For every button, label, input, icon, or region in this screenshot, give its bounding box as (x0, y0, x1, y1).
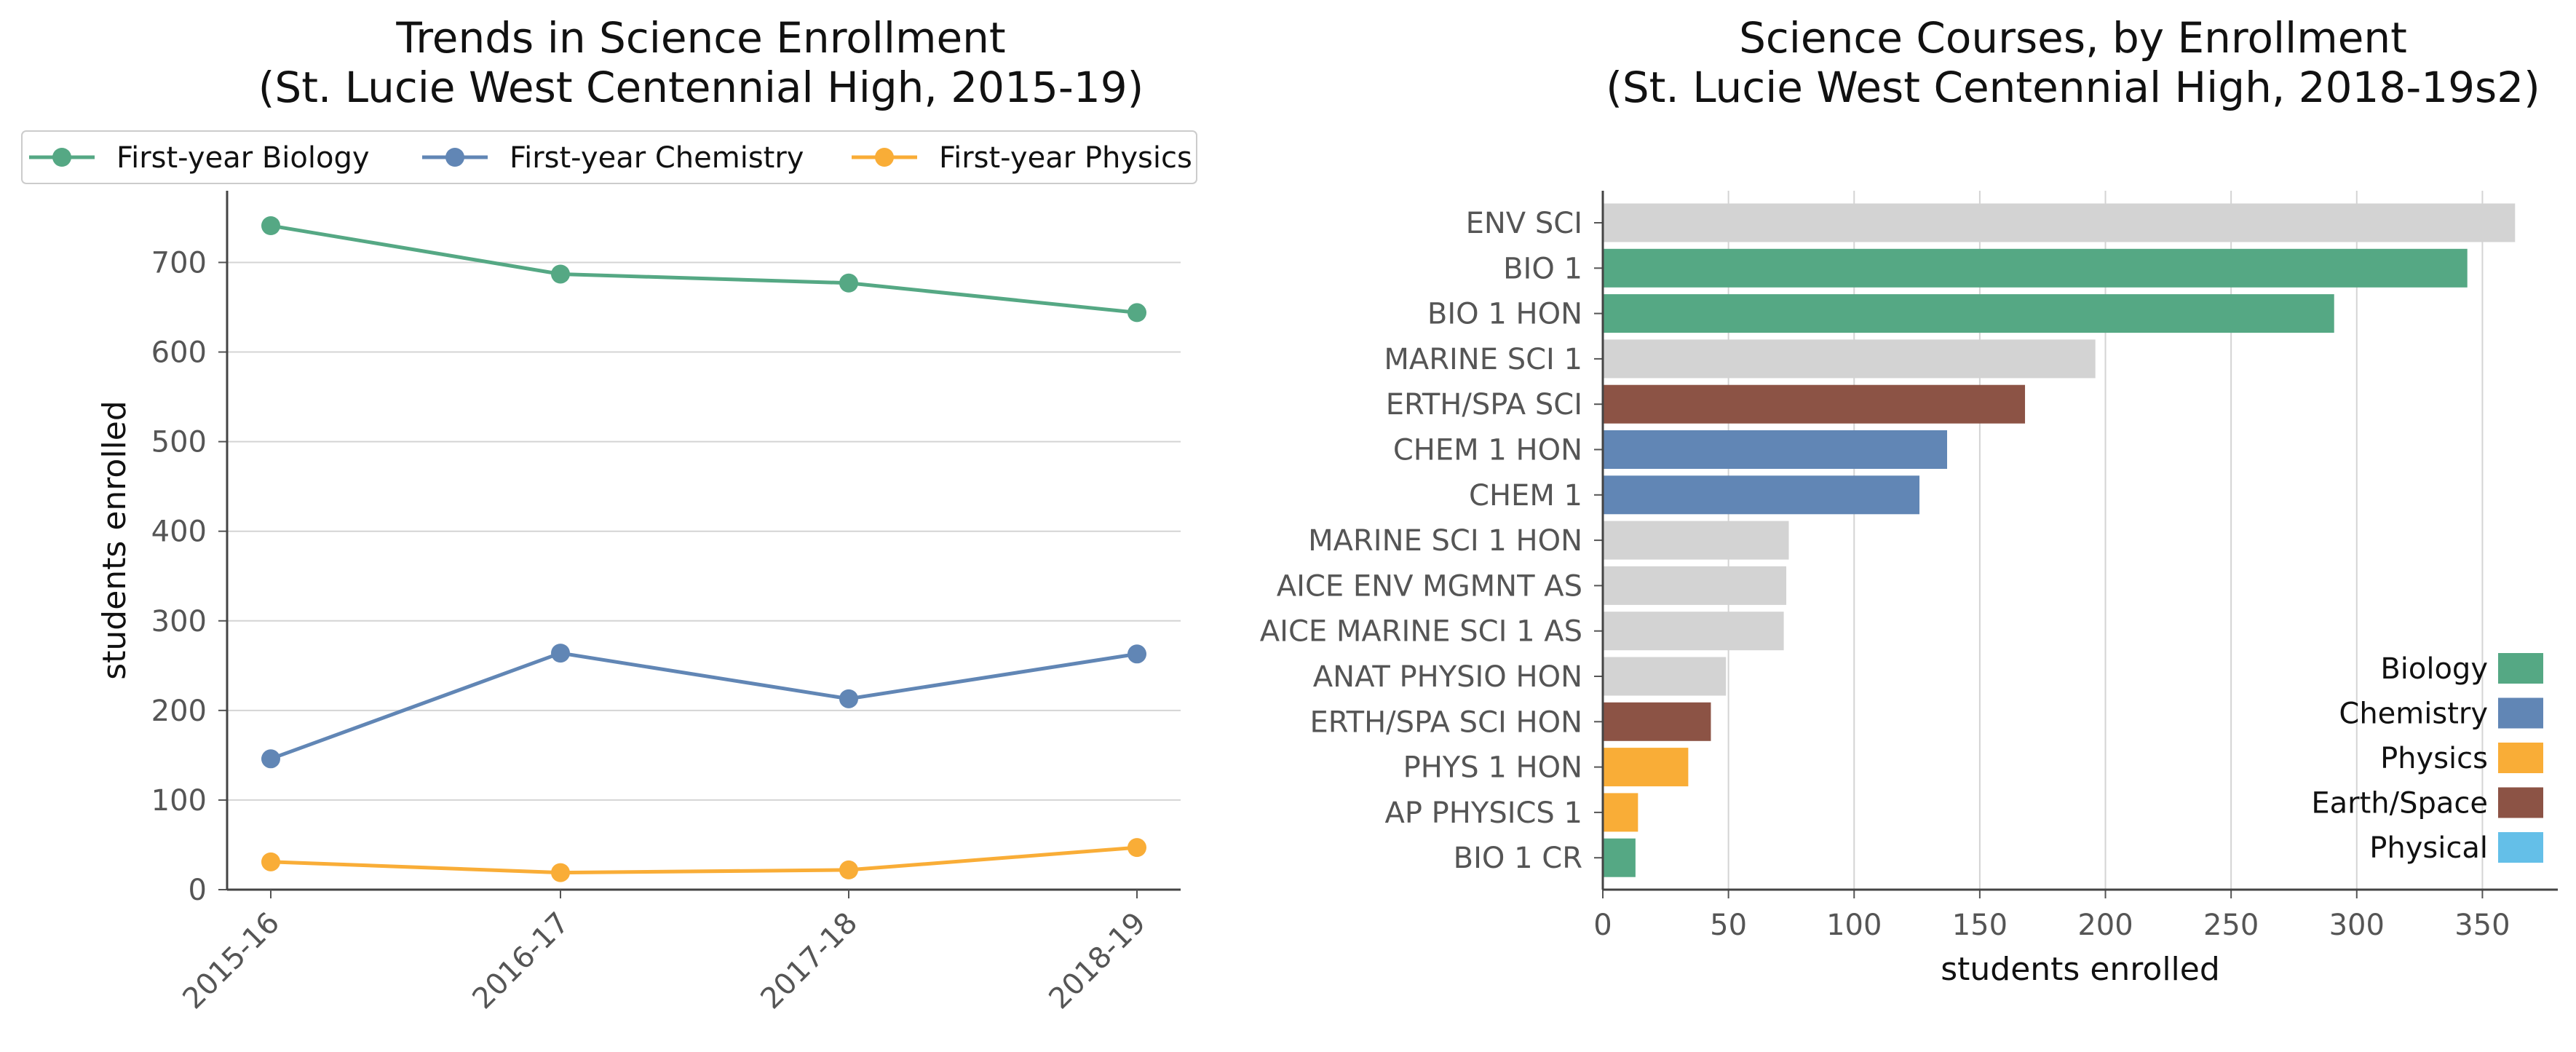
y-tick-label: 300 (151, 605, 207, 638)
x-tick-label: 300 (2329, 909, 2385, 942)
legend-label-earth-space: Earth/Space (2311, 787, 2488, 820)
courses-enrollment-bar-chart: Science Courses, by Enrollment(St. Lucie… (1260, 13, 2558, 988)
bar-label-chem-1: CHEM 1 (1469, 479, 1582, 513)
bar-label-marine-sci-1-hon: MARINE SCI 1 HON (1308, 524, 1582, 558)
bar-bio-1-cr (1603, 838, 1636, 877)
data-point-first-year-chemistry (261, 749, 280, 769)
bar-bio-1-hon (1603, 294, 2334, 333)
bar-erth-spa-sci-hon (1603, 702, 1711, 741)
x-tick-label: 2017-18 (754, 906, 864, 1016)
bar-label-erth-spa-sci-hon: ERTH/SPA SCI HON (1310, 705, 1583, 739)
data-point-first-year-biology (1128, 303, 1146, 323)
chart-title-line: (St. Lucie West Centennial High, 2015-19… (258, 63, 1144, 112)
legend-label-physics: Physics (2380, 742, 2488, 775)
legend-swatch-physics (2498, 743, 2543, 773)
data-point-first-year-biology (839, 273, 858, 293)
chart-title-line: Science Courses, by Enrollment (1739, 13, 2407, 63)
bar-env-sci (1603, 203, 2516, 242)
data-point-first-year-biology (551, 264, 570, 284)
data-point-first-year-chemistry (551, 644, 570, 663)
series-line-first-year-biology (270, 224, 1138, 315)
y-tick-label: 600 (151, 336, 207, 370)
y-tick-label: 500 (151, 426, 207, 459)
bar-marine-sci-1 (1603, 339, 2096, 379)
legend-swatch-earth-space (2498, 787, 2543, 818)
data-point-first-year-biology (261, 216, 280, 235)
data-point-first-year-physics (261, 852, 280, 871)
x-axis-label: students enrolled (1941, 951, 2220, 988)
legend-label-physical: Physical (2369, 831, 2488, 865)
y-tick-label: 700 (151, 246, 207, 280)
legend-swatch-physical (2498, 832, 2543, 863)
bar-label-chem-1-hon: CHEM 1 HON (1393, 434, 1582, 467)
x-tick-label: 100 (1826, 909, 1882, 942)
legend-marker-first-year-physics (875, 148, 894, 167)
bar-aice-marine-sci-1-as (1603, 612, 1784, 651)
bar-label-bio-1-hon: BIO 1 HON (1427, 298, 1582, 331)
enrollment-trends-line-chart: Trends in Science Enrollment(St. Lucie W… (21, 13, 1197, 1016)
legend-swatch-chemistry (2498, 697, 2543, 729)
bar-label-aice-marine-sci-1-as: AICE MARINE SCI 1 AS (1260, 615, 1582, 649)
x-tick-label: 200 (2077, 909, 2133, 942)
bar-label-bio-1-cr: BIO 1 CR (1454, 842, 1582, 875)
y-tick-label: 400 (151, 515, 207, 549)
y-tick-label: 0 (189, 874, 207, 907)
bar-bio-1 (1603, 248, 2468, 288)
bar-chem-1 (1603, 475, 1920, 515)
x-tick-label: 2015-16 (176, 906, 286, 1016)
chart-title-line: (St. Lucie West Centennial High, 2018-19… (1606, 63, 2540, 112)
legend-marker-first-year-biology (52, 148, 71, 167)
x-tick-label: 150 (1952, 909, 2008, 942)
bar-label-ap-physics-1: AP PHYSICS 1 (1384, 796, 1582, 830)
data-point-first-year-physics (551, 863, 570, 882)
bar-erth-spa-sci (1603, 384, 2026, 424)
bar-ap-physics-1 (1603, 793, 1638, 832)
legend-label-first-year-biology: First-year Biology (116, 141, 370, 175)
data-point-first-year-physics (1128, 838, 1146, 858)
legend-box (21, 130, 1197, 184)
bar-label-aice-env-mgmnt-as: AICE ENV MGMNT AS (1277, 569, 1582, 603)
x-tick-label: 2016-17 (466, 906, 576, 1016)
data-point-first-year-chemistry (839, 689, 858, 708)
x-tick-label: 250 (2203, 909, 2259, 942)
legend-label-first-year-chemistry: First-year Chemistry (510, 141, 804, 175)
legend-label-first-year-physics: First-year Physics (939, 141, 1192, 175)
bar-phys-1-hon (1603, 748, 1689, 787)
y-tick-label: 200 (151, 695, 207, 728)
bar-chem-1-hon (1603, 430, 1948, 469)
y-tick-label: 100 (151, 784, 207, 818)
x-tick-label: 0 (1593, 909, 1612, 942)
bar-label-env-sci: ENV SCI (1466, 207, 1582, 240)
legend-label-biology: Biology (2380, 652, 2488, 686)
bar-label-erth-spa-sci: ERTH/SPA SCI (1386, 388, 1582, 422)
x-tick-label: 350 (2454, 909, 2510, 942)
legend-swatch-biology (2498, 653, 2543, 684)
x-tick-label: 50 (1710, 909, 1747, 942)
bar-anat-physio-hon (1603, 657, 1727, 696)
data-point-first-year-physics (839, 860, 858, 879)
bar-aice-env-mgmnt-as (1603, 566, 1787, 605)
bar-label-marine-sci-1: MARINE SCI 1 (1384, 343, 1582, 376)
y-axis-label: students enrolled (96, 400, 133, 680)
legend-marker-first-year-chemistry (445, 148, 464, 167)
bar-marine-sci-1-hon (1603, 521, 1789, 560)
series-line-first-year-chemistry (270, 651, 1138, 761)
bar-label-bio-1: BIO 1 (1503, 252, 1582, 285)
legend-label-chemistry: Chemistry (2339, 697, 2488, 731)
series-line-first-year-physics (270, 845, 1138, 875)
chart-title-line: Trends in Science Enrollment (395, 13, 1005, 63)
bar-label-anat-physio-hon: ANAT PHYSIO HON (1313, 660, 1582, 694)
data-point-first-year-chemistry (1128, 644, 1146, 664)
bar-label-phys-1-hon: PHYS 1 HON (1403, 751, 1582, 785)
x-tick-label: 2018-19 (1042, 906, 1152, 1016)
